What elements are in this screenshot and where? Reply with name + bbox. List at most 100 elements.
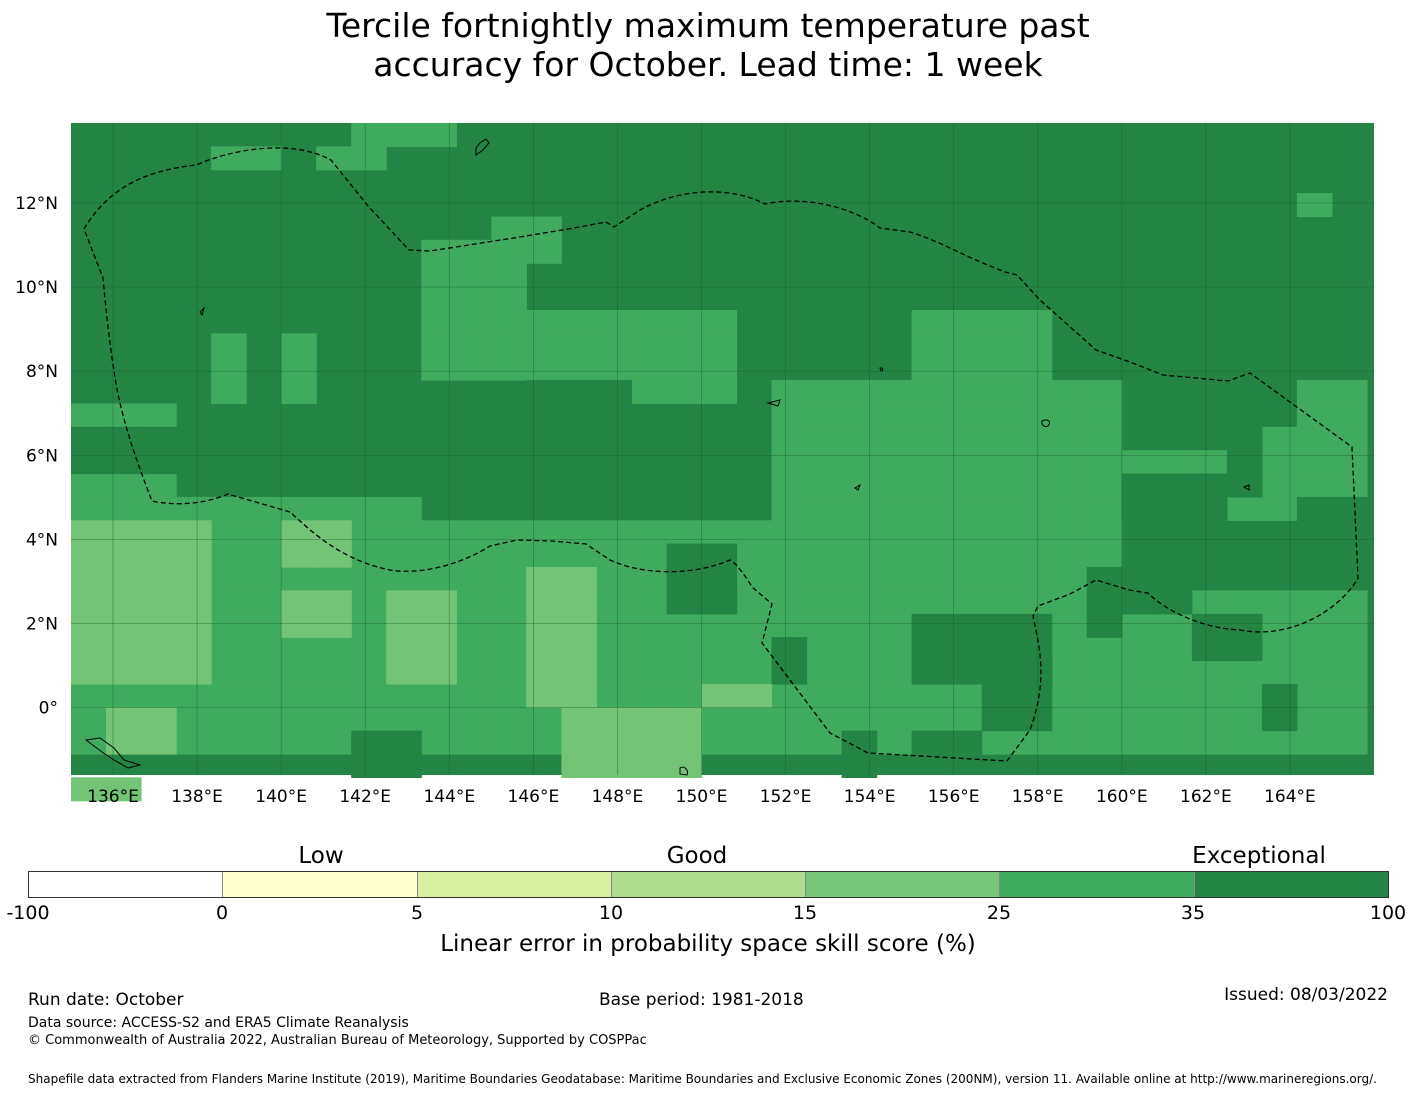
longitude-label: 144°E (423, 787, 475, 807)
skill-cell (246, 567, 282, 591)
skill-cell (1296, 660, 1333, 685)
skill-cell (946, 520, 983, 545)
skill-cell (141, 450, 177, 475)
skill-cell (71, 683, 107, 708)
skill-cell (106, 613, 142, 638)
skill-cell (526, 333, 562, 358)
skill-cell (246, 520, 282, 545)
skill-cell (211, 660, 247, 685)
skill-cell (561, 333, 597, 358)
skill-cell (1296, 707, 1333, 732)
skill-cell (981, 520, 1018, 545)
skill-cell (876, 683, 913, 708)
skill-cell (596, 660, 632, 685)
skill-cell (1086, 683, 1123, 708)
skill-cell (911, 520, 948, 545)
skill-cell (456, 520, 492, 545)
title-line-1: Tercile fortnightly maximum temperature … (326, 6, 1090, 45)
skill-cell (1296, 543, 1333, 568)
skill-cell (876, 613, 913, 638)
island-small-2 (854, 483, 862, 491)
skill-cell (1261, 707, 1298, 732)
island-pohnpei (1041, 419, 1051, 427)
skill-cell (1156, 496, 1193, 521)
skill-cell (211, 683, 247, 708)
skill-cell (701, 707, 738, 732)
skill-cell (1016, 543, 1053, 568)
skill-cell (911, 637, 948, 662)
skill-cell (911, 333, 948, 358)
skill-cell (1051, 730, 1088, 755)
skill-cell (526, 637, 562, 662)
skill-cell (561, 590, 597, 615)
skill-cell (106, 426, 142, 451)
skill-cell (1332, 543, 1368, 568)
skill-cell (666, 707, 703, 732)
skill-cell (876, 660, 913, 685)
skill-cell (1016, 356, 1053, 381)
skill-cell (106, 520, 142, 545)
skill-cell (1086, 707, 1123, 732)
skill-cell (526, 567, 562, 591)
skill-cell (771, 660, 808, 685)
data-source: Data source: ACCESS-S2 and ERA5 Climate … (28, 1015, 409, 1031)
skill-cell (596, 590, 632, 615)
skill-cell (806, 637, 843, 662)
skill-cell (736, 590, 773, 615)
skill-cell (771, 567, 808, 591)
skill-cell (211, 730, 247, 755)
skill-cell (211, 496, 247, 521)
skill-cell (806, 730, 843, 755)
skill-cell (281, 333, 317, 358)
skill-cell (211, 590, 247, 615)
skill-cell (946, 333, 983, 358)
skill-cell (631, 473, 667, 498)
skill-cell (246, 707, 282, 732)
skill-cell (946, 567, 983, 591)
skill-cell (71, 426, 107, 451)
skill-cell (911, 380, 948, 405)
skill-cell (491, 613, 527, 638)
skill-cell (141, 426, 177, 451)
skill-cell (421, 707, 457, 732)
skill-cell (596, 754, 632, 778)
skill-cell (421, 123, 457, 147)
skill-cell (911, 730, 948, 755)
skill-cell (666, 590, 703, 615)
skill-cell (421, 356, 457, 381)
skill-cell (736, 660, 773, 685)
longitude-label: 140°E (255, 787, 307, 807)
colorbar-title: Linear error in probability space skill … (440, 931, 976, 957)
skill-cell (176, 543, 212, 568)
colorbar-tick: 25 (986, 902, 1012, 924)
skill-cells (71, 123, 1368, 802)
skill-cell (561, 637, 597, 662)
gridlines (71, 123, 1374, 775)
skill-cell (351, 567, 387, 591)
skill-cell (211, 356, 247, 381)
skill-cell (911, 590, 948, 615)
skill-cell (491, 567, 527, 591)
skill-cell (491, 590, 527, 615)
skill-cell (1156, 730, 1193, 755)
skill-cell (351, 123, 387, 147)
island-chuuk (766, 399, 781, 407)
skill-cell (631, 660, 667, 685)
skill-cell (211, 146, 247, 171)
skill-cell (1086, 520, 1123, 545)
skill-cell (736, 683, 773, 708)
skill-cell (771, 613, 808, 638)
skill-cell (1332, 520, 1368, 545)
skill-cell (421, 613, 457, 638)
skill-cell (421, 286, 457, 311)
skill-cell (771, 590, 808, 615)
colorbar-segment (222, 872, 417, 897)
issued-date: Issued: 08/03/2022 (1224, 985, 1388, 1005)
skill-cell (1016, 450, 1053, 475)
skill-cell (526, 660, 562, 685)
skill-cell (281, 613, 317, 638)
skill-cell (1191, 660, 1228, 685)
skill-cell (666, 380, 703, 405)
skill-cell (631, 707, 667, 732)
skill-cell (806, 613, 843, 638)
